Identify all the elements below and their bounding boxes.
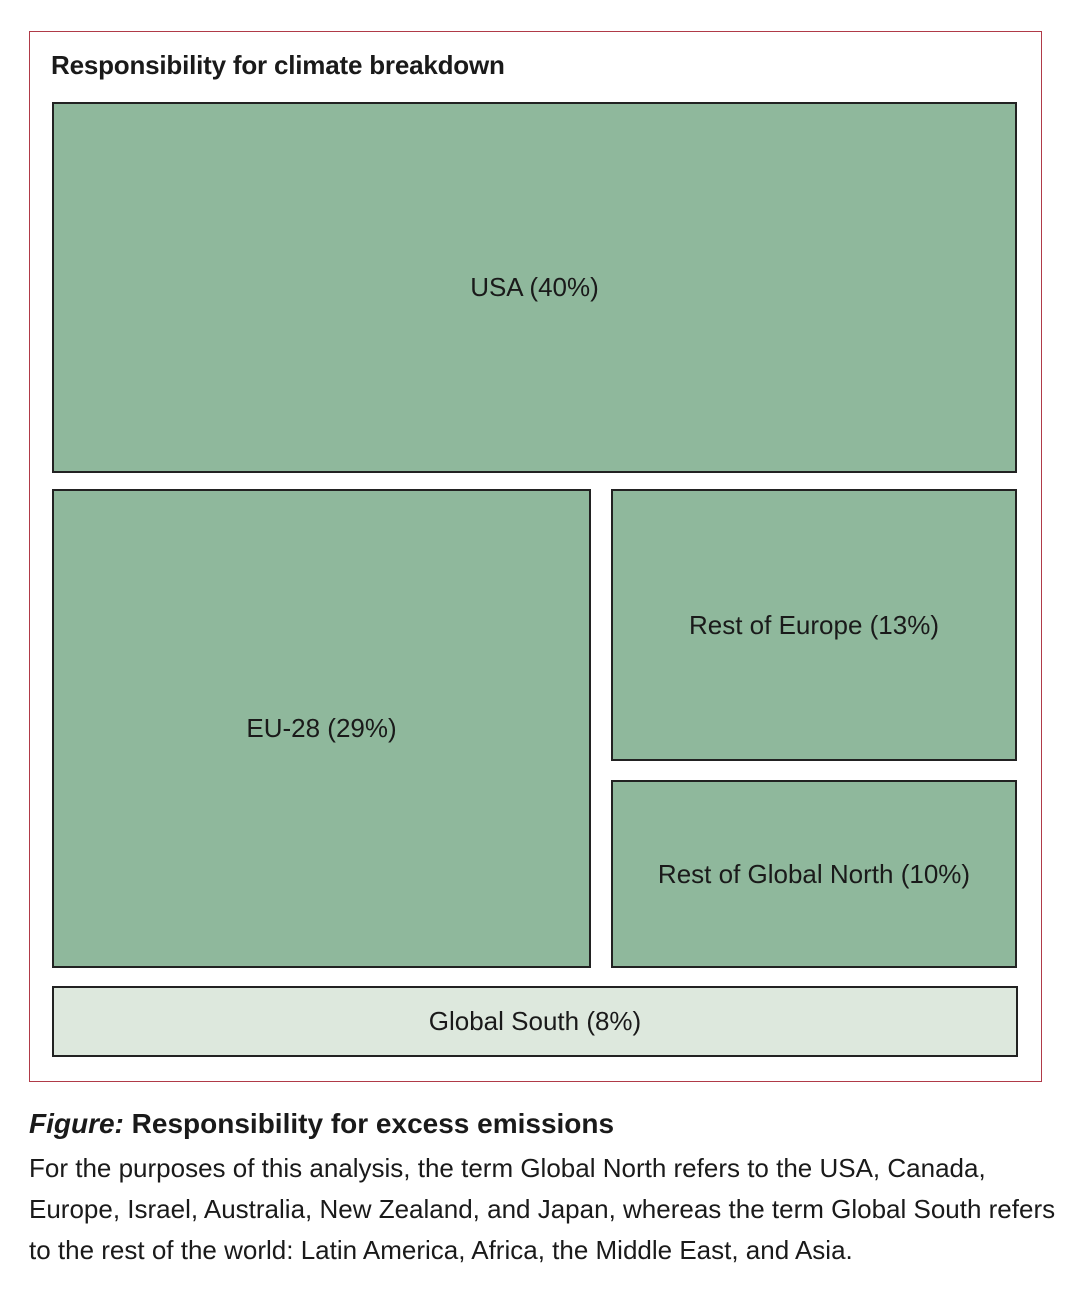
tile-label-rest-of-global-north: Rest of Global North (10%) [657, 858, 971, 889]
tile-label-rest-of-europe: Rest of Europe (13%) [688, 609, 939, 640]
tile-label-eu28: EU-28 (29%) [246, 713, 397, 743]
treemap-tile-eu28: EU-28 (29%) [52, 489, 591, 968]
chart-frame [29, 31, 1042, 1082]
figure-caption: Figure: Responsibility for excess emissi… [29, 1104, 1059, 1271]
treemap-tile-rest-of-global-north: Rest of Global North (10%) [611, 780, 1017, 968]
treemap-tile-rest-of-europe: Rest of Europe (13%) [611, 489, 1017, 761]
tile-label-global-south: Global South (8%) [428, 1006, 642, 1036]
caption-title: Responsibility for excess emissions [131, 1108, 615, 1139]
caption-prefix: Figure: [29, 1108, 124, 1139]
tile-label-usa: USA (40%) [470, 272, 599, 302]
chart-title: Responsibility for climate breakdown [51, 50, 505, 80]
caption-text: For the purposes of this analysis, the t… [29, 1153, 1056, 1265]
caption-heading: Figure: Responsibility for excess emissi… [29, 1104, 1059, 1144]
treemap-tile-global-south: Global South (8%) [52, 986, 1018, 1057]
treemap-tile-usa: USA (40%) [52, 102, 1017, 473]
